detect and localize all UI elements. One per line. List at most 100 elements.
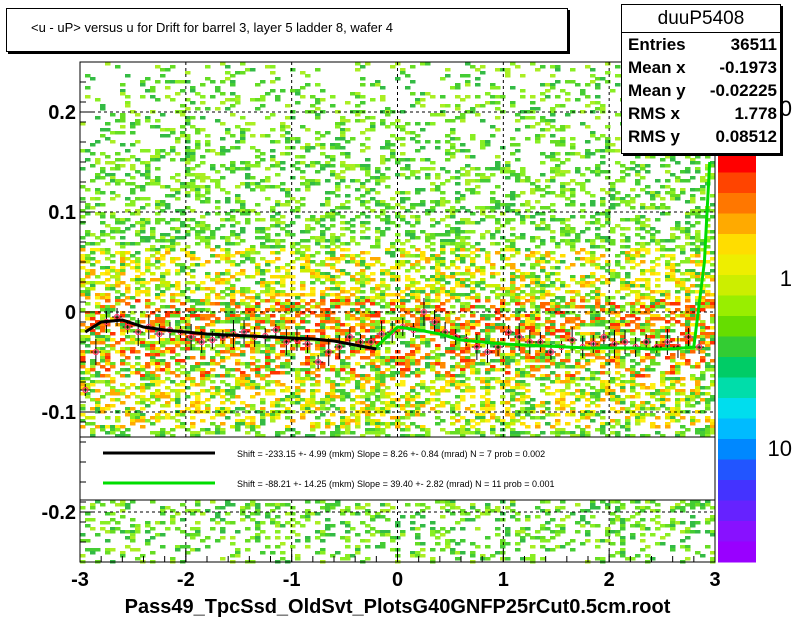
heat-cell xyxy=(85,254,91,258)
heat-cell xyxy=(485,398,491,402)
heat-cell xyxy=(375,422,381,426)
heat-cell xyxy=(305,512,311,516)
heat-cell xyxy=(310,110,316,114)
heat-cell xyxy=(440,275,446,279)
heat-cell xyxy=(325,368,331,372)
heat-cell xyxy=(430,311,436,315)
heat-cell xyxy=(435,221,441,225)
heat-cell xyxy=(240,137,246,141)
heat-cell xyxy=(100,365,106,369)
heat-cell xyxy=(415,392,421,396)
heat-cell xyxy=(180,266,186,270)
heat-cell xyxy=(150,272,156,276)
heat-cell xyxy=(190,314,196,318)
heat-cell xyxy=(105,182,111,186)
heat-cell xyxy=(190,401,196,405)
heat-cell xyxy=(225,320,231,324)
heat-cell xyxy=(500,203,506,207)
heat-cell xyxy=(120,92,126,96)
heat-cell xyxy=(175,392,181,396)
heat-cell xyxy=(120,509,126,513)
heat-cell xyxy=(195,395,201,399)
heat-cell xyxy=(365,191,371,195)
heat-cell xyxy=(145,173,151,177)
heat-cell xyxy=(275,242,281,246)
heat-cell xyxy=(430,287,436,291)
heat-cell xyxy=(290,320,296,324)
heat-cell xyxy=(235,272,241,276)
heat-cell xyxy=(425,506,431,510)
heat-cell xyxy=(345,371,351,375)
heat-cell xyxy=(255,521,261,525)
heat-cell xyxy=(190,347,196,351)
heat-cell xyxy=(275,299,281,303)
heat-cell xyxy=(235,317,241,321)
heat-cell xyxy=(465,365,471,369)
heat-cell xyxy=(115,218,121,222)
heat-cell xyxy=(475,509,481,513)
heat-cell xyxy=(95,380,101,384)
heat-cell xyxy=(350,224,356,228)
heat-cell xyxy=(435,371,441,375)
heat-cell xyxy=(140,365,146,369)
heat-cell xyxy=(440,377,446,381)
heat-cell xyxy=(155,287,161,291)
heat-cell xyxy=(350,527,356,531)
heat-cell xyxy=(295,335,301,339)
heat-cell xyxy=(495,311,501,315)
heat-cell xyxy=(365,539,371,543)
heat-cell xyxy=(165,80,171,84)
heat-cell xyxy=(465,302,471,306)
heat-cell xyxy=(200,230,206,234)
heat-cell xyxy=(490,173,496,177)
heat-cell xyxy=(190,89,196,93)
heat-cell xyxy=(320,230,326,234)
heat-cell xyxy=(440,389,446,393)
heat-cell xyxy=(460,395,466,399)
heat-cell xyxy=(375,434,381,438)
heat-cell xyxy=(95,197,101,201)
heat-cell xyxy=(305,218,311,222)
heat-cell xyxy=(130,347,136,351)
heat-cell xyxy=(290,332,296,336)
heat-cell xyxy=(275,530,281,534)
heat-cell xyxy=(380,218,386,222)
heat-cell xyxy=(355,308,361,312)
heat-cell xyxy=(380,431,386,435)
heat-cell xyxy=(155,389,161,393)
heat-cell xyxy=(425,209,431,213)
heat-cell xyxy=(280,317,286,321)
heat-cell xyxy=(145,266,151,270)
heat-cell xyxy=(475,350,481,354)
heat-cell xyxy=(130,110,136,114)
heat-cell xyxy=(245,317,251,321)
heat-cell xyxy=(450,209,456,213)
heat-cell xyxy=(205,545,211,549)
heat-cell xyxy=(170,188,176,192)
heat-cell xyxy=(390,317,396,321)
heat-cell xyxy=(150,374,156,378)
heat-cell xyxy=(120,257,126,261)
heat-cell xyxy=(240,287,246,291)
heat-cell xyxy=(400,416,406,420)
heat-cell xyxy=(265,239,271,243)
heat-cell xyxy=(335,293,341,297)
heat-cell xyxy=(220,506,226,510)
heat-cell xyxy=(480,416,486,420)
heat-cell xyxy=(105,335,111,339)
heat-cell xyxy=(150,263,156,267)
heat-cell xyxy=(220,320,226,324)
heat-cell xyxy=(300,203,306,207)
heat-cell xyxy=(120,272,126,276)
heat-cell xyxy=(230,293,236,297)
heat-cell xyxy=(190,152,196,156)
heat-cell xyxy=(255,410,261,414)
heat-cell xyxy=(285,365,291,369)
heat-cell xyxy=(145,329,151,333)
heat-cell xyxy=(155,155,161,159)
heat-cell xyxy=(120,164,126,168)
heat-cell xyxy=(85,233,91,237)
heat-cell xyxy=(175,191,181,195)
heat-cell xyxy=(400,368,406,372)
heat-cell xyxy=(225,131,231,135)
